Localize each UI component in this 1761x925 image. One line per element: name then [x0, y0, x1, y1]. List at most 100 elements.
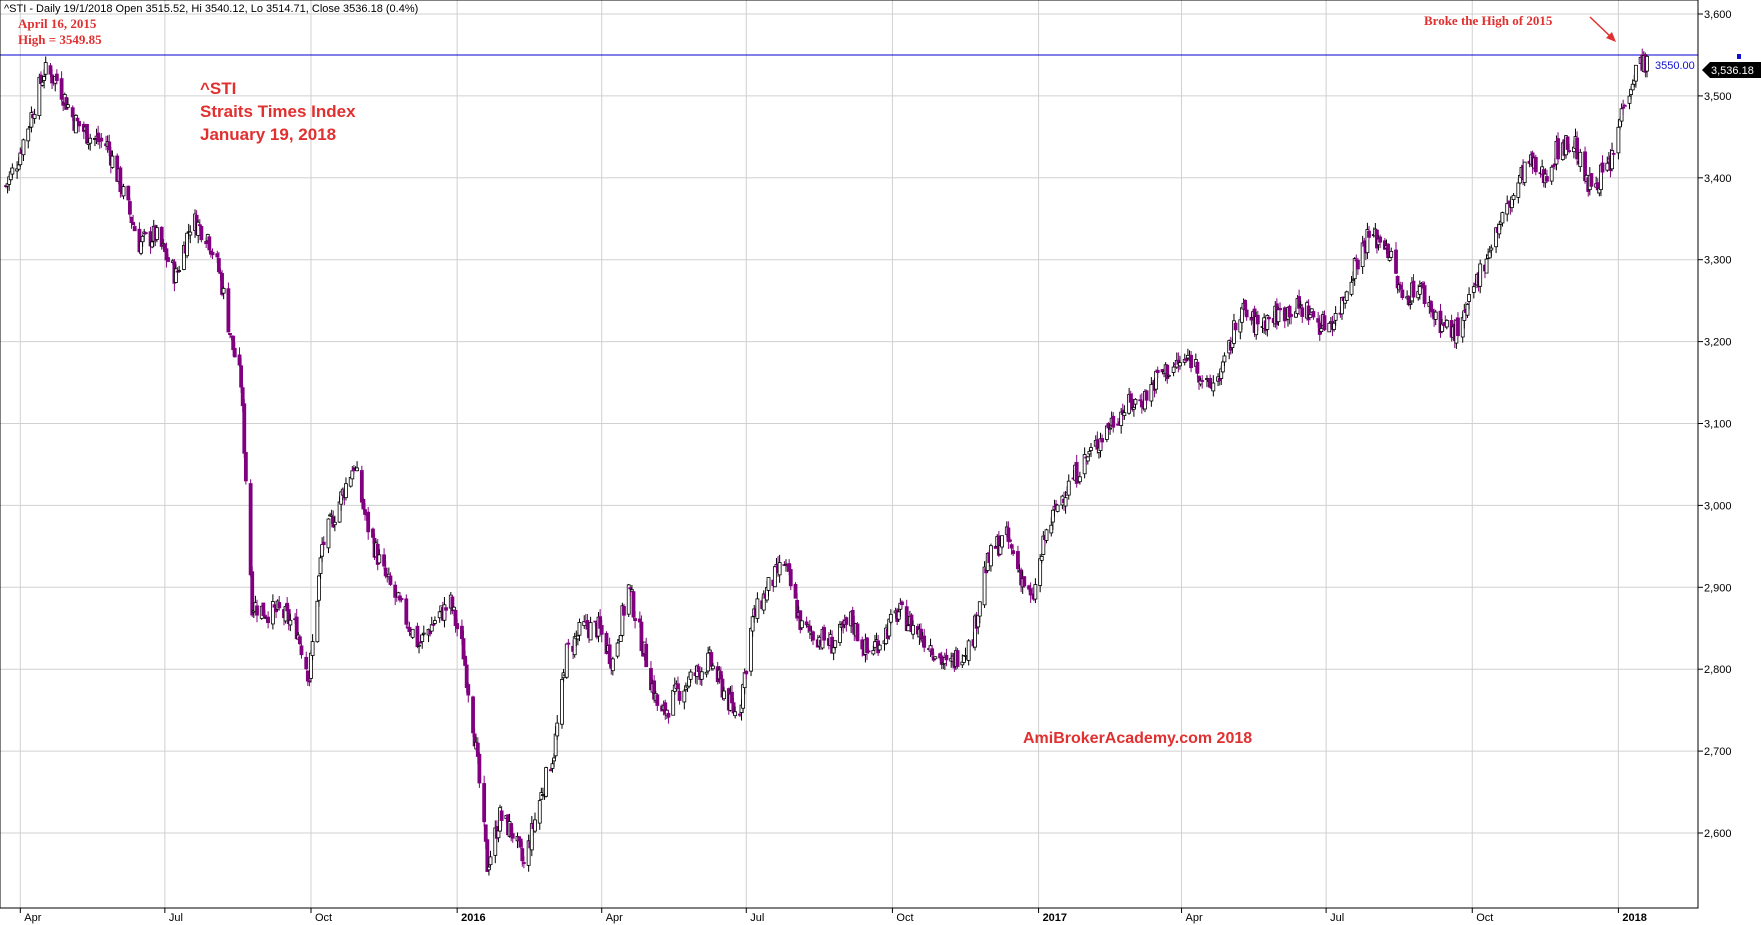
candle-body [43, 62, 48, 75]
candle-body [310, 641, 315, 656]
candle-body [377, 554, 382, 564]
candle-body [1565, 136, 1570, 150]
candle-body [1100, 438, 1105, 443]
candle-body [544, 767, 549, 797]
candle-body [1022, 576, 1027, 587]
candle-body [620, 605, 625, 636]
candle-body [1178, 362, 1182, 367]
candle-body [707, 649, 712, 653]
candle-body [1352, 258, 1357, 280]
candle-body [688, 671, 693, 680]
y-tick-label: 3,500 [1704, 91, 1732, 103]
candle-body [482, 783, 487, 823]
candle-body [533, 819, 537, 832]
candle-body [420, 634, 425, 642]
candle-body [1186, 354, 1190, 359]
candle-body [1050, 509, 1055, 523]
candle-body [877, 644, 882, 651]
candle-body [1085, 456, 1090, 462]
candle-body [518, 838, 523, 848]
candle-body [1433, 311, 1438, 320]
candle-body [1545, 176, 1549, 182]
candle-body [1633, 64, 1638, 82]
candle-body [255, 605, 259, 616]
candle-body [1467, 294, 1471, 302]
candle-body [655, 694, 660, 706]
candle-body [1316, 318, 1321, 323]
candle-body [499, 810, 504, 821]
candle-body [1009, 544, 1014, 549]
candle-body [1171, 366, 1176, 373]
candle-body [1244, 309, 1249, 318]
candle-body [393, 584, 398, 598]
candle-body [1471, 286, 1476, 293]
candle-body [266, 616, 271, 624]
candle-body [622, 605, 626, 616]
candle-body [48, 65, 53, 75]
candle-body [831, 647, 836, 654]
candle-body [793, 583, 798, 599]
candle-body [1108, 427, 1112, 430]
candle-body [1289, 314, 1294, 317]
candle-body [1365, 229, 1370, 254]
candle-body [131, 221, 135, 226]
candle-body [1332, 322, 1336, 330]
candle-body [1233, 322, 1238, 331]
x-tick-label: Jul [169, 912, 183, 924]
candle-body [1044, 529, 1049, 541]
candle-body [407, 626, 412, 633]
candle-body [741, 684, 745, 709]
candle-body [704, 671, 709, 675]
candle-body [232, 348, 237, 358]
candle-body [1200, 380, 1205, 382]
candle-body [88, 137, 93, 144]
candle-body [10, 167, 15, 175]
candle-body [129, 216, 134, 224]
candle-body [126, 185, 131, 201]
candle-body [599, 625, 604, 635]
candle-body [110, 155, 115, 168]
candle-body [1411, 280, 1416, 298]
candle-body [1087, 450, 1092, 455]
last-price-tag: 3,536.18 [1702, 62, 1761, 78]
candle-body [297, 636, 302, 645]
candle-body [604, 632, 609, 654]
candle-body [442, 604, 447, 621]
candle-body [1255, 314, 1260, 325]
candle-body [1287, 305, 1292, 318]
arrow-icon [1589, 16, 1616, 42]
candle-body [631, 591, 636, 618]
candle-body [804, 621, 809, 626]
x-tick-label: Apr [1186, 912, 1203, 924]
candle-body [738, 713, 742, 716]
candle-body [1610, 150, 1614, 170]
gridlines [0, 0, 1698, 908]
candle-body [1300, 307, 1305, 317]
candle-body [382, 554, 386, 567]
candle-body [1478, 263, 1483, 287]
candle-body [633, 618, 637, 621]
y-tick-label: 3,400 [1704, 173, 1732, 185]
candle-body [231, 335, 236, 351]
candle-body [1276, 309, 1281, 323]
candle-body [433, 620, 437, 624]
y-tick-label: 3,600 [1704, 9, 1732, 21]
candle-body [626, 584, 631, 615]
candle-body [1622, 104, 1627, 107]
candle-body [1511, 195, 1516, 201]
candle-body [371, 528, 375, 538]
candle-body [900, 601, 904, 606]
candle-body [1386, 243, 1390, 258]
candle-body [977, 601, 982, 617]
candle-body [1444, 319, 1449, 328]
candle-body [677, 691, 682, 701]
candle-body [320, 544, 325, 557]
candle-body [1500, 212, 1505, 224]
candle-body [366, 511, 371, 533]
candle-body [1154, 370, 1159, 390]
candle-body [226, 288, 231, 333]
candle-body [237, 354, 242, 366]
candle-body [671, 690, 676, 716]
candle-body [922, 635, 927, 648]
candle-body [1011, 550, 1016, 555]
